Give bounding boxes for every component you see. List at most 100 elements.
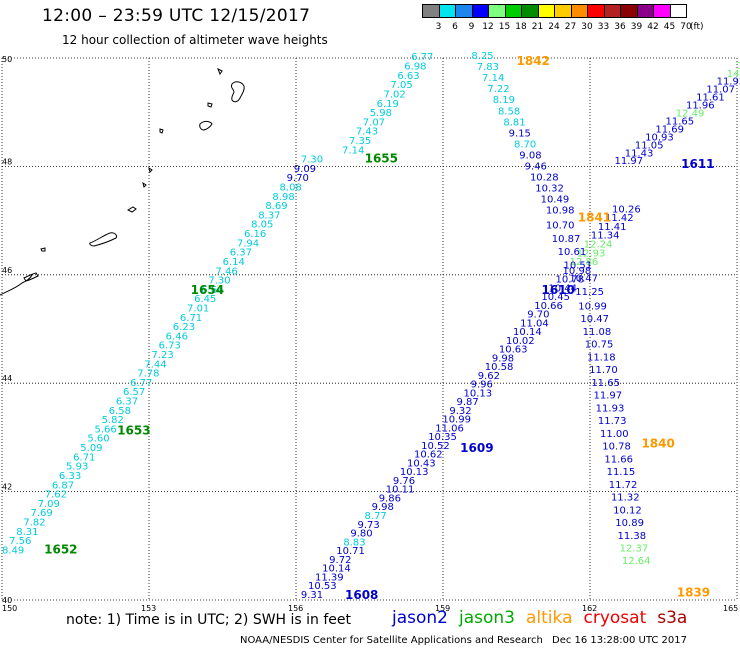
coastline [0, 274, 33, 296]
swh-value: 5.93 [66, 462, 88, 473]
swh-value: 7.09 [38, 499, 60, 510]
swh-value: 11.72 [609, 480, 638, 491]
swh-value: 10.35 [428, 432, 457, 443]
swh-value: 11.08 [583, 327, 612, 338]
pass-time-label: 1611 [681, 157, 714, 171]
swh-value: 10.71 [336, 546, 365, 557]
scale-label: 27 [564, 22, 577, 32]
swh-value: 5.82 [102, 415, 124, 426]
swh-value: 10.51 [564, 260, 593, 271]
swh-value: 10.93 [645, 132, 674, 143]
swh-value: 6.37 [230, 248, 252, 259]
swh-value: 10.98 [546, 206, 575, 217]
swh-value: 7.14 [342, 145, 364, 156]
track-t1652: 8.497.568.317.827.697.097.626.876.335.93… [2, 155, 323, 557]
swh-value: 7.22 [487, 84, 509, 95]
swh-value: 7.07 [363, 117, 385, 128]
swh-value: 7.46 [216, 266, 238, 277]
axis-labels: 150 153 156 159 162 165 50 48 46 44 42 40 [2, 55, 738, 613]
swh-value: 7.56 [9, 536, 31, 547]
swh-value: 12.24 [584, 240, 613, 251]
swh-value: 10.28 [530, 172, 559, 183]
swh-value: 11.97 [615, 156, 644, 167]
swh-value: 6.45 [194, 294, 216, 305]
swh-value: 10.61 [558, 247, 587, 258]
swh-value: 6.71 [73, 452, 95, 463]
satellite-jason2: jason2 [392, 608, 448, 628]
swh-value: 8.49 [2, 545, 24, 556]
island-outline [89, 232, 117, 247]
pass-time-label: 1841 [578, 211, 611, 225]
swh-value: 8.08 [280, 183, 302, 194]
swh-value: 12.37 [620, 543, 649, 554]
swh-value: 10.47 [580, 314, 609, 325]
swh-value: 7.35 [349, 136, 371, 147]
satellite-s3a: s3a [657, 608, 688, 628]
swh-value: 11.05 [635, 140, 664, 151]
swh-value: 11.04 [520, 318, 549, 329]
scale-unit: (ft) [690, 22, 704, 32]
swh-value: 8.81 [503, 117, 525, 128]
swh-value: 7.30 [301, 155, 323, 166]
track-t1608: 1608 [345, 588, 378, 602]
swh-value: 10.52 [421, 441, 450, 452]
swh-value: 6.33 [59, 471, 81, 482]
satellite-altika: altika [526, 608, 573, 628]
swh-value: 11.32 [611, 493, 640, 504]
swh-value: 6.46 [166, 331, 188, 342]
swh-value: 10.02 [506, 336, 535, 347]
scale-swatch [669, 4, 687, 18]
swh-value: 11.38 [617, 531, 646, 542]
scale-label: 18 [515, 22, 527, 32]
swh-value: 10.99 [578, 301, 607, 312]
swh-value: 10.75 [585, 340, 614, 351]
lon-tick-label: 153 [141, 604, 156, 613]
satellite-jason3: jason3 [459, 608, 515, 628]
swh-value: 10.62 [414, 450, 443, 461]
pass-time-label: 1609 [460, 441, 493, 455]
swh-value: 9.09 [294, 164, 316, 175]
scale-label: 24 [548, 22, 560, 32]
swh-value: 6.73 [159, 341, 181, 352]
scale-label: 21 [531, 22, 544, 32]
swh-value: 11.65 [666, 116, 695, 127]
swh-value: 5.09 [80, 443, 102, 454]
swh-value: 11.66 [604, 454, 633, 465]
scale-label: 33 [597, 22, 610, 32]
pass-time-label: 1842 [517, 54, 550, 68]
swh-value: 6.71 [180, 313, 202, 324]
swh-value: 11.70 [589, 365, 618, 376]
swh-value: 11.25 [575, 287, 604, 298]
swh-value: 6.16 [244, 229, 266, 240]
satellite-cryosat: cryosat [583, 608, 647, 628]
swh-value: 8.70 [514, 139, 536, 150]
swh-value: 10.26 [612, 204, 641, 215]
swh-value: 10.63 [499, 345, 528, 356]
lon-tick-label: 150 [2, 604, 17, 613]
swh-value: 11.39 [315, 572, 344, 583]
swh-value: 7.62 [45, 490, 67, 501]
track-t1655lbl: 1655 [365, 152, 398, 166]
swh-value: 11.43 [625, 148, 654, 159]
pass-time-label: 1608 [345, 588, 378, 602]
swh-value: 9.96 [471, 380, 493, 391]
swh-value: 9.73 [357, 520, 379, 531]
island-outline [230, 81, 245, 103]
swh-value: 7.43 [356, 127, 378, 138]
swh-value: 11.65 [591, 378, 620, 389]
lon-tick-label: 162 [582, 604, 597, 613]
scale-label: 9 [468, 22, 475, 32]
island-outline [148, 166, 153, 173]
lon-tick-label: 159 [435, 604, 450, 613]
swh-value: 6.19 [377, 99, 399, 110]
swh-value: 12.49 [676, 109, 705, 120]
swh-value: 10.12 [613, 505, 642, 516]
swh-value: 12.86 [570, 257, 599, 268]
scale-label: 70 [680, 22, 692, 32]
scale-label: 36 [614, 22, 626, 32]
swh-value: 10.78 [602, 442, 631, 453]
island-outline [217, 67, 223, 76]
swh-value: 10.89 [615, 518, 644, 529]
swh-value: 10.13 [464, 388, 493, 399]
